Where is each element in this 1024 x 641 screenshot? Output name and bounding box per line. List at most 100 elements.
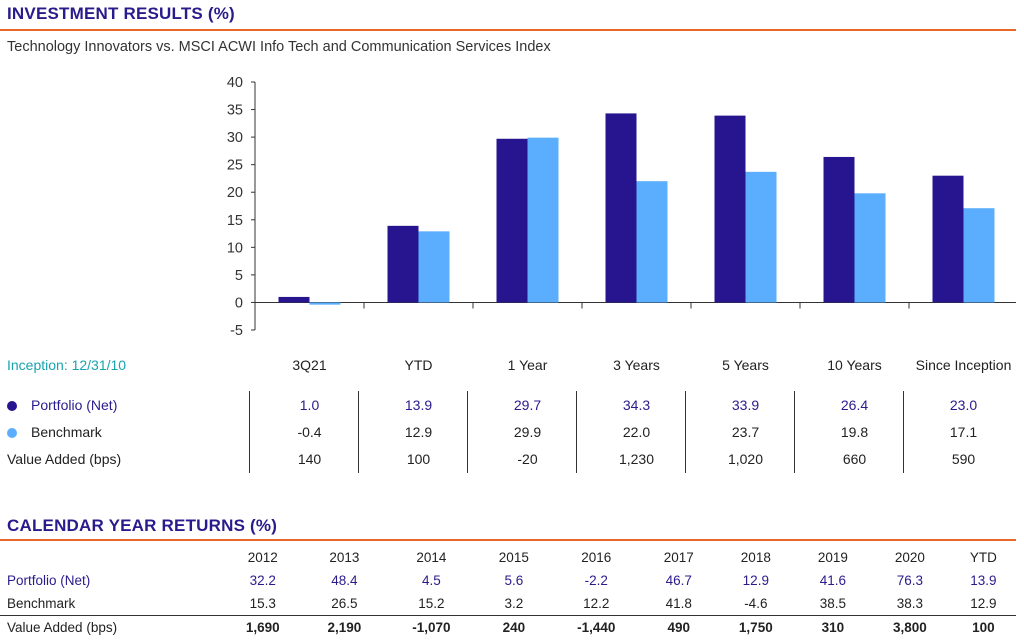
calendar-portfolio-cell: 13.9 bbox=[970, 573, 997, 588]
benchmark-cell: 17.1 bbox=[949, 424, 978, 440]
calendar-year-header: 2013 bbox=[329, 549, 360, 565]
calendar-year-row: 2012 2013 2014 2015 2016 2017 2018 2019 2020 YTD bbox=[0, 545, 1016, 569]
y-tick-label: 15 bbox=[227, 213, 243, 229]
calendar-value-added-cell: 100 bbox=[950, 615, 1016, 639]
portfolio-cell: 33.9 bbox=[731, 397, 760, 413]
benchmark-bar bbox=[745, 171, 777, 303]
calendar-benchmark-cell: -4.6 bbox=[744, 596, 768, 611]
value-added-cell: 1,020 bbox=[727, 451, 764, 467]
calendar-benchmark-cell: 12.9 bbox=[970, 596, 997, 611]
portfolio-row-label: Portfolio (Net) bbox=[7, 397, 117, 413]
benchmark-cell: 29.9 bbox=[513, 424, 542, 440]
period-header: 10 Years bbox=[827, 357, 882, 373]
benchmark-label-text: Benchmark bbox=[31, 424, 102, 440]
benchmark-cell: 12.9 bbox=[404, 424, 433, 440]
calendar-benchmark-cell: 41.8 bbox=[665, 596, 692, 611]
benchmark-bar bbox=[636, 181, 668, 303]
benchmark-cell: 19.8 bbox=[840, 424, 869, 440]
y-tick-label: -5 bbox=[230, 323, 243, 339]
column-separator bbox=[467, 391, 468, 473]
calendar-value-added-cell: 240 bbox=[477, 615, 551, 639]
portfolio-bar bbox=[605, 113, 637, 303]
investment-results-chart: 40 35 30 25 20 15 10 5 0 -5 bbox=[227, 75, 1016, 339]
y-tick-label: 35 bbox=[227, 103, 243, 119]
investment-results-title: INVESTMENT RESULTS (%) bbox=[7, 4, 235, 23]
period-header: YTD bbox=[404, 357, 433, 373]
period-header: 5 Years bbox=[722, 357, 769, 373]
calendar-returns-title: CALENDAR YEAR RETURNS (%) bbox=[7, 516, 278, 535]
column-separator bbox=[685, 391, 686, 473]
period-header: 1 Year bbox=[507, 357, 548, 373]
calendar-year-header: 2018 bbox=[740, 549, 771, 565]
calendar-year-header: 2017 bbox=[663, 549, 694, 565]
calendar-year-header: 2015 bbox=[498, 549, 529, 565]
benchmark-bar bbox=[309, 302, 341, 305]
calendar-portfolio-cell: 4.5 bbox=[421, 573, 441, 588]
portfolio-cell: 1.0 bbox=[299, 397, 320, 413]
benchmark-bar bbox=[527, 137, 559, 303]
benchmark-bar bbox=[963, 208, 995, 303]
portfolio-bar bbox=[932, 175, 964, 303]
calendar-benchmark-cell: 15.3 bbox=[249, 596, 276, 611]
period-header: Since Inception bbox=[915, 357, 1012, 373]
y-tick-label: 10 bbox=[227, 240, 243, 256]
benchmark-cell: 23.7 bbox=[731, 424, 760, 440]
value-added-cell: -20 bbox=[517, 451, 538, 467]
calendar-benchmark-cell: 26.5 bbox=[331, 596, 358, 611]
calendar-portfolio-cell: 48.4 bbox=[331, 573, 358, 588]
calendar-portfolio-label: Portfolio (Net) bbox=[7, 573, 91, 588]
calendar-benchmark-cell: 38.5 bbox=[819, 596, 847, 611]
y-tick-label: 20 bbox=[227, 185, 243, 201]
column-separator bbox=[903, 391, 904, 473]
calendar-portfolio-cell: 76.3 bbox=[896, 573, 924, 588]
benchmark-row-label: Benchmark bbox=[7, 424, 102, 440]
calendar-year-header: 2016 bbox=[581, 549, 612, 565]
calendar-value-added-cell: 310 bbox=[796, 615, 870, 639]
portfolio-bar bbox=[714, 115, 746, 303]
y-tick-label: 40 bbox=[227, 75, 243, 91]
calendar-benchmark-cell: 12.2 bbox=[583, 596, 610, 611]
portfolio-cell: 34.3 bbox=[622, 397, 651, 413]
calendar-value-added-cell: 2,190 bbox=[303, 615, 386, 639]
y-tick-label: 25 bbox=[227, 158, 243, 174]
benchmark-cell: -0.4 bbox=[297, 424, 322, 440]
value-added-cell: 100 bbox=[406, 451, 431, 467]
column-separator bbox=[358, 391, 359, 473]
value-added-row-label: Value Added (bps) bbox=[7, 451, 122, 467]
portfolio-cell: 23.0 bbox=[949, 397, 978, 413]
calendar-value-added-label: Value Added (bps) bbox=[0, 615, 222, 639]
calendar-portfolio-cell: -2.2 bbox=[584, 573, 608, 588]
calendar-rule bbox=[0, 539, 1016, 541]
calendar-portfolio-cell: 5.6 bbox=[504, 573, 524, 588]
portfolio-label-text: Portfolio (Net) bbox=[31, 397, 118, 413]
value-added-cell: 140 bbox=[297, 451, 322, 467]
calendar-portfolio-cell: 12.9 bbox=[742, 573, 769, 588]
portfolio-cell: 13.9 bbox=[404, 397, 433, 413]
portfolio-cell: 29.7 bbox=[513, 397, 542, 413]
calendar-benchmark-row: Benchmark 15.3 26.5 15.2 3.2 12.2 41.8 -4.6 38.5… bbox=[0, 592, 1016, 616]
portfolio-bar bbox=[823, 156, 855, 303]
benchmark-legend-dot bbox=[7, 428, 17, 438]
title-rule bbox=[0, 29, 1016, 31]
y-tick-label: 30 bbox=[227, 130, 243, 146]
column-separator bbox=[794, 391, 795, 473]
chart-subtitle: Technology Innovators vs. MSCI ACWI Info… bbox=[7, 39, 551, 55]
calendar-value-added-cell: 3,800 bbox=[869, 615, 951, 639]
value-added-cell: 590 bbox=[951, 451, 976, 467]
calendar-value-added-row: Value Added (bps) 1,690 2,190 -1,070 240 -1,4… bbox=[0, 615, 1016, 639]
calendar-portfolio-row: Portfolio (Net) 32.2 48.4 4.5 5.6 -2.2 46.7 12.… bbox=[0, 569, 1016, 592]
benchmark-bar bbox=[854, 193, 886, 303]
column-separator bbox=[249, 391, 250, 473]
calendar-year-header: YTD bbox=[969, 549, 997, 565]
y-tick-label: 5 bbox=[235, 268, 243, 284]
calendar-year-header: 2012 bbox=[247, 549, 278, 565]
calendar-portfolio-cell: 32.2 bbox=[249, 573, 276, 588]
calendar-value-added-cell: -1,070 bbox=[385, 615, 478, 639]
calendar-value-added-cell: -1,440 bbox=[550, 615, 643, 639]
calendar-benchmark-label: Benchmark bbox=[7, 596, 76, 611]
calendar-value-added-cell: 490 bbox=[642, 615, 716, 639]
value-added-cell: 1,230 bbox=[618, 451, 655, 467]
calendar-benchmark-cell: 15.2 bbox=[418, 596, 445, 611]
y-tick-label: 0 bbox=[235, 295, 243, 311]
calendar-portfolio-cell: 41.6 bbox=[819, 573, 847, 588]
